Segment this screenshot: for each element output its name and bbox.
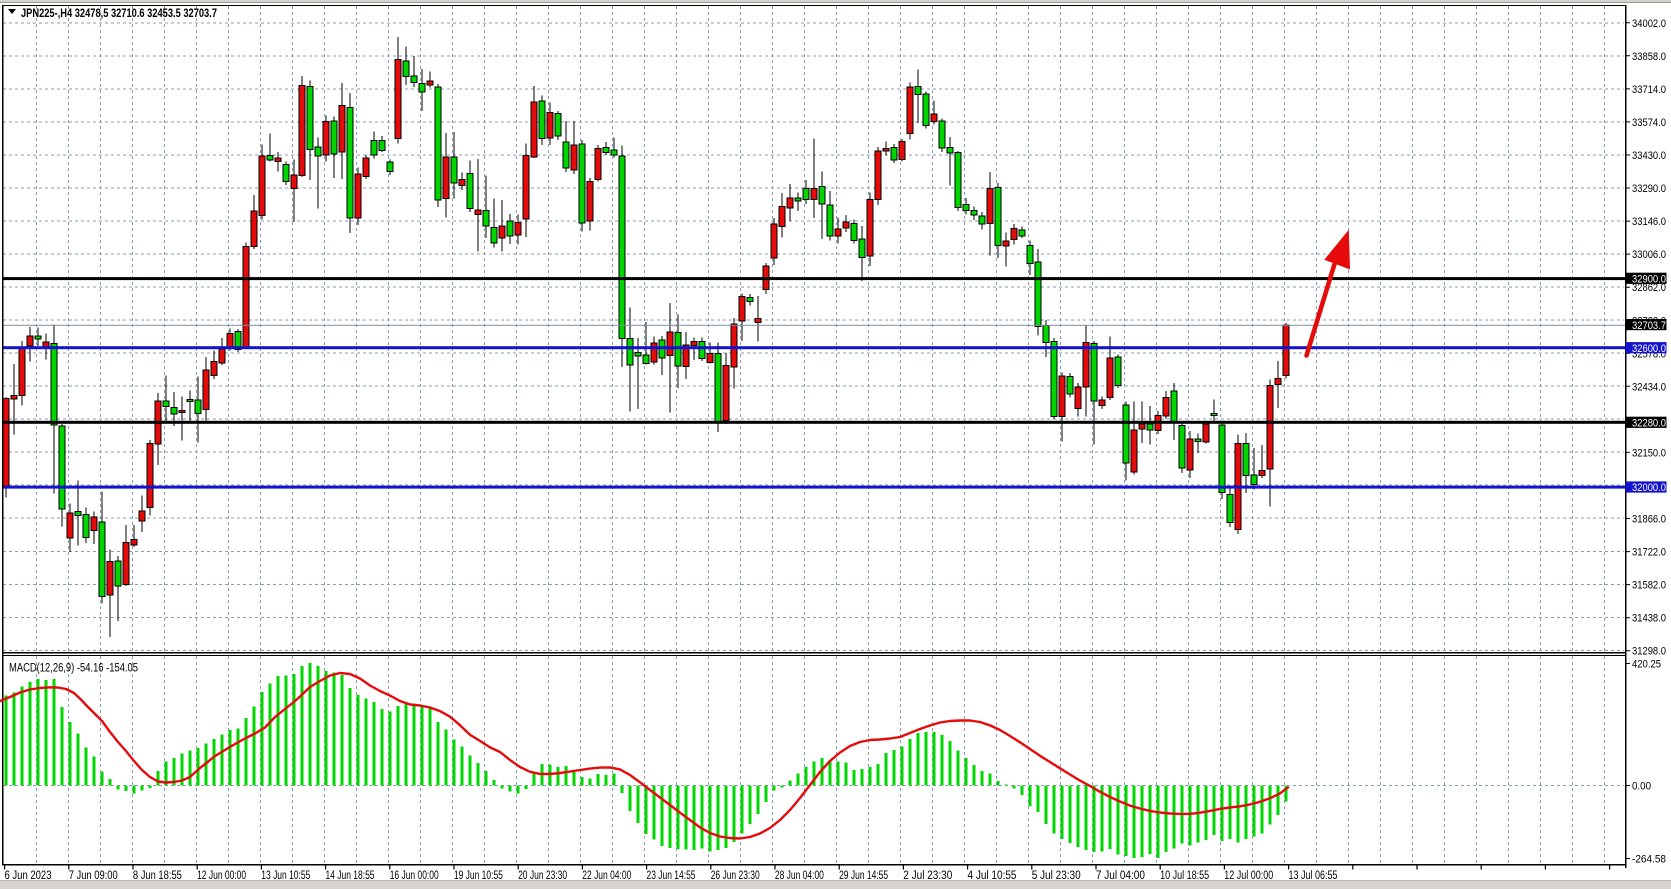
svg-text:32434.0: 32434.0 (1632, 381, 1666, 393)
svg-text:10 Jul 18:55: 10 Jul 18:55 (1160, 870, 1209, 882)
svg-text:33146.0: 33146.0 (1632, 216, 1666, 228)
svg-text:13 Jun 10:55: 13 Jun 10:55 (261, 870, 310, 882)
svg-text:6 Jun 2023: 6 Jun 2023 (5, 870, 52, 882)
svg-text:33290.0: 33290.0 (1632, 183, 1666, 195)
svg-text:31582.0: 31582.0 (1632, 580, 1666, 592)
svg-text:28 Jun 04:00: 28 Jun 04:00 (775, 870, 824, 882)
svg-text:33858.0: 33858.0 (1632, 51, 1666, 63)
svg-text:31866.0: 31866.0 (1632, 514, 1666, 526)
svg-text:33714.0: 33714.0 (1632, 84, 1666, 96)
svg-text:20 Jun 23:30: 20 Jun 23:30 (518, 870, 567, 882)
svg-text:33430.0: 33430.0 (1632, 150, 1666, 162)
svg-text:13 Jul 06:55: 13 Jul 06:55 (1289, 870, 1338, 882)
svg-text:8 Jun 18:55: 8 Jun 18:55 (133, 870, 182, 882)
svg-text:32703.7: 32703.7 (1632, 320, 1666, 332)
svg-text:-264.58: -264.58 (1632, 854, 1666, 866)
svg-text:4 Jul 10:55: 4 Jul 10:55 (968, 870, 1017, 882)
svg-text:JPN225-,H4 32478,5 32710.6 32: JPN225-,H4 32478,5 32710.6 32453.5 32703… (21, 6, 217, 20)
svg-text:MACD(12,26,9) -54.16 -154.05: MACD(12,26,9) -54.16 -154.05 (9, 663, 138, 675)
svg-text:34002.0: 34002.0 (1632, 18, 1666, 30)
svg-text:19 Jun 10:55: 19 Jun 10:55 (454, 870, 503, 882)
svg-text:32862.0: 32862.0 (1632, 282, 1666, 294)
svg-text:26 Jun 23:30: 26 Jun 23:30 (711, 870, 760, 882)
svg-text:7 Jun 09:00: 7 Jun 09:00 (69, 870, 118, 882)
svg-text:29 Jun 14:55: 29 Jun 14:55 (839, 870, 888, 882)
svg-text:2 Jul 23:30: 2 Jul 23:30 (903, 870, 952, 882)
svg-text:32900.0: 32900.0 (1632, 274, 1666, 286)
svg-text:16 Jun 00:00: 16 Jun 00:00 (390, 870, 439, 882)
svg-text:420.25: 420.25 (1632, 659, 1661, 671)
svg-text:23 Jun 14:55: 23 Jun 14:55 (647, 870, 696, 882)
svg-text:31298.0: 31298.0 (1632, 646, 1666, 658)
svg-text:7 Jul 04:00: 7 Jul 04:00 (1096, 870, 1145, 882)
svg-text:33574.0: 33574.0 (1632, 117, 1666, 129)
svg-text:32600.0: 32600.0 (1632, 343, 1666, 355)
svg-text:31722.0: 31722.0 (1632, 547, 1666, 559)
svg-text:12 Jun 00:00: 12 Jun 00:00 (197, 870, 246, 882)
svg-text:22 Jun 04:00: 22 Jun 04:00 (582, 870, 631, 882)
svg-text:31438.0: 31438.0 (1632, 613, 1666, 625)
svg-text:14 Jun 18:55: 14 Jun 18:55 (326, 870, 375, 882)
svg-text:33006.0: 33006.0 (1632, 249, 1666, 261)
svg-text:12 Jul 00:00: 12 Jul 00:00 (1224, 870, 1273, 882)
svg-text:32150.0: 32150.0 (1632, 447, 1666, 459)
svg-text:32280.0: 32280.0 (1632, 418, 1666, 430)
svg-text:32000.0: 32000.0 (1632, 482, 1666, 494)
svg-text:5 Jul 23:30: 5 Jul 23:30 (1032, 870, 1081, 882)
svg-text:0.00: 0.00 (1632, 781, 1651, 793)
